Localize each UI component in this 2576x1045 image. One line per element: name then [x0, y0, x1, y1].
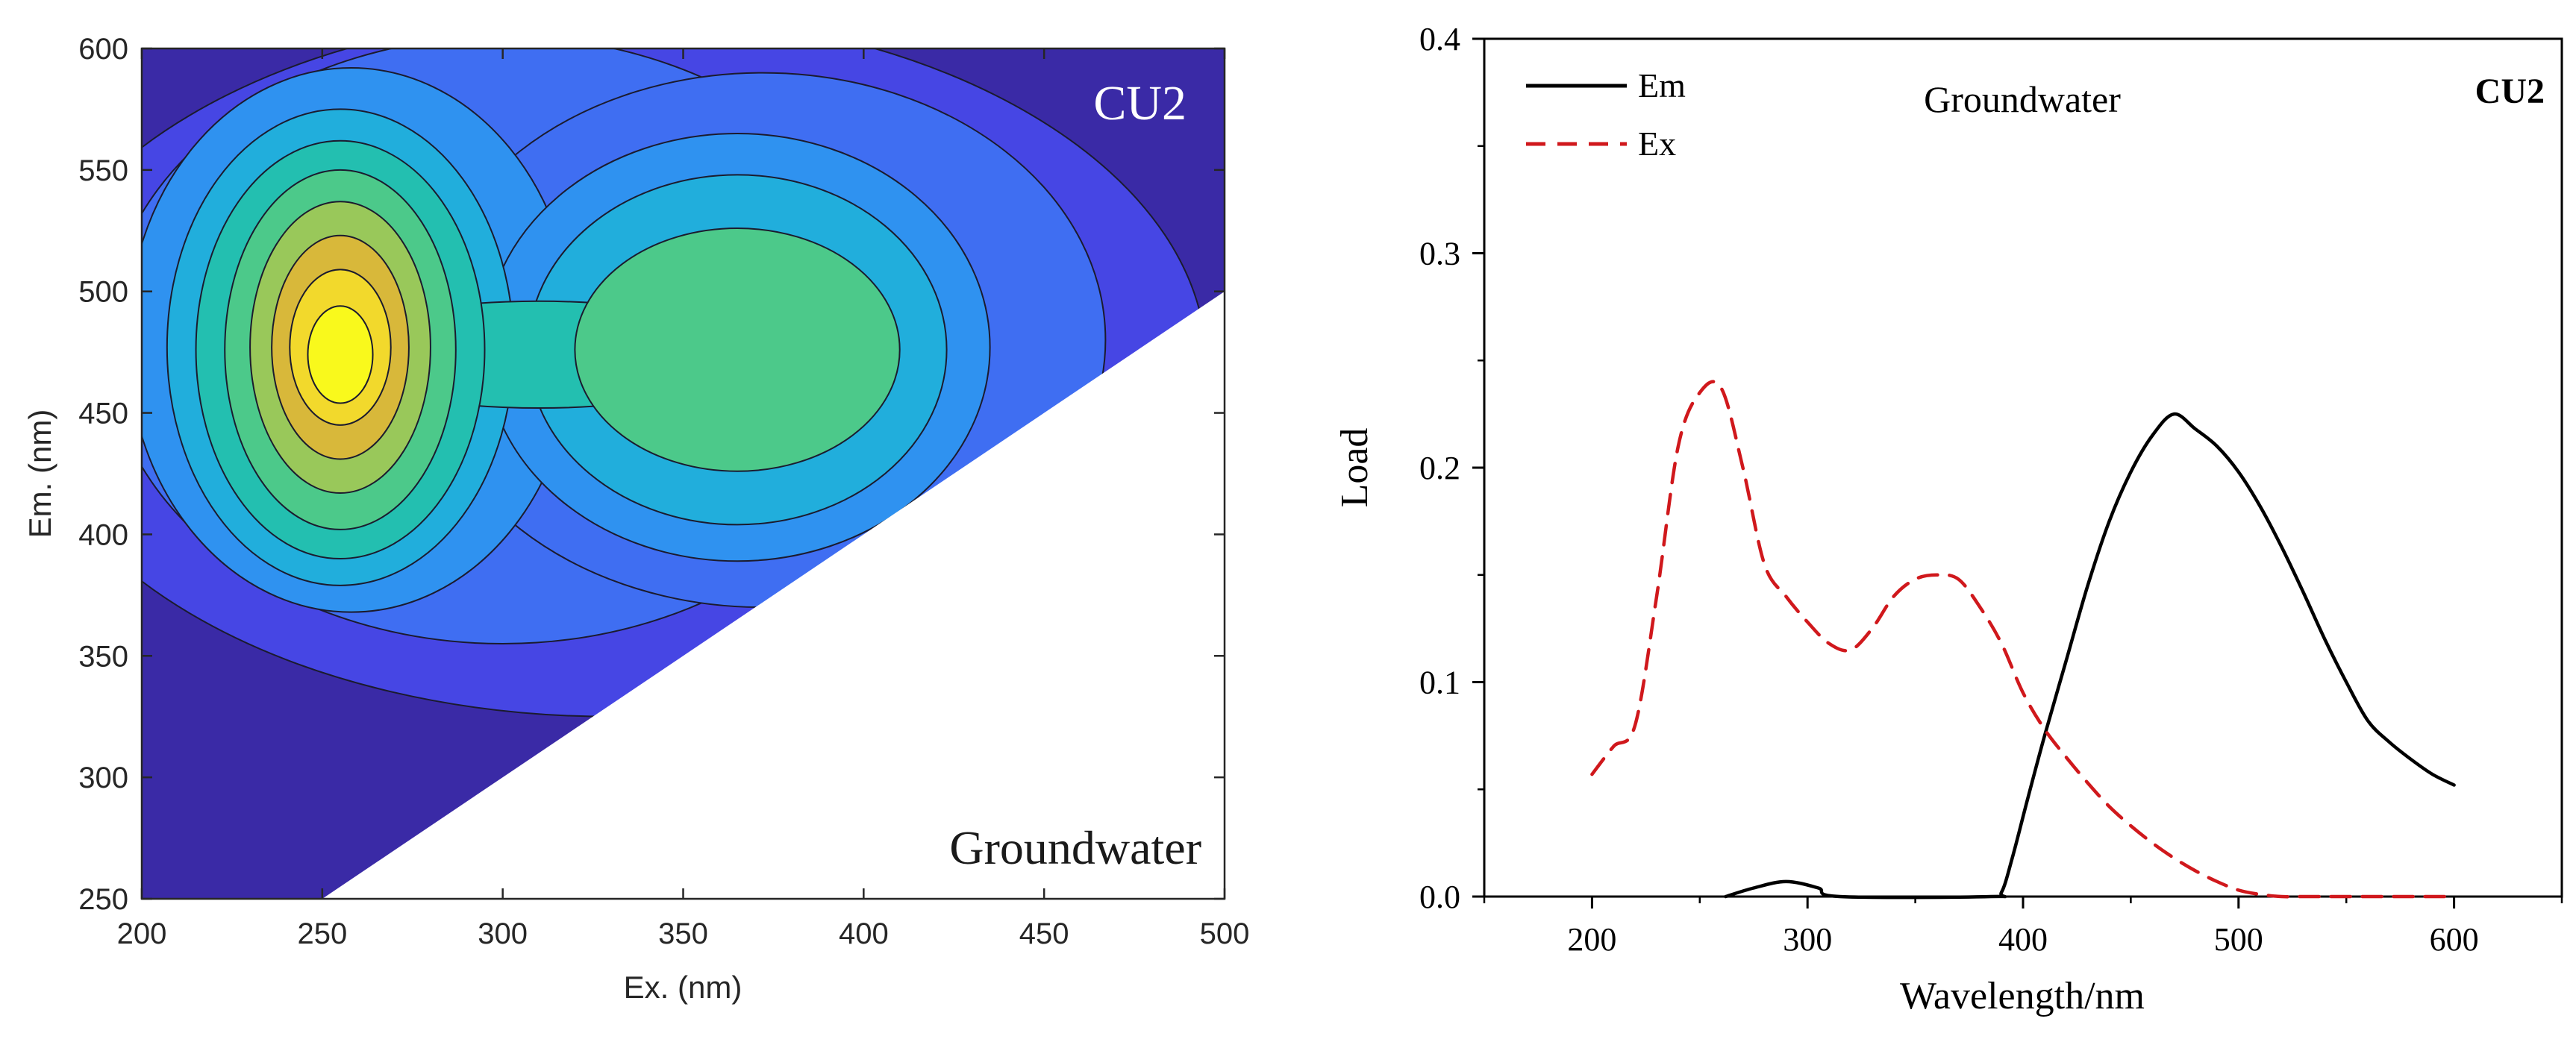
loadings-line-panel: 200 300 400 500 600 0.0 0.1 0.2 0.3 0.4 Em Ex Gr…	[1334, 21, 2563, 1017]
eem-x-tick-label: 400	[839, 917, 889, 950]
line-x-tick-label: 600	[2430, 921, 2479, 958]
line-axes-frame	[1483, 37, 2563, 898]
eem-y-axis-label: Em. (nm)	[22, 409, 57, 539]
line-x-tick-label: 400	[1998, 921, 2048, 958]
eem-contour-panel: 200 250 300 350 400 450 500 250300350400450500…	[22, 33, 1250, 1005]
eem-y-tick-label: 600	[78, 33, 128, 66]
eem-x-tick-label: 300	[478, 917, 528, 950]
eem-x-tick-label: 450	[1019, 917, 1069, 950]
line-y-tick-label: 0.3	[1419, 236, 1460, 272]
legend-ex-label: Ex	[1638, 125, 1676, 163]
eem-y-tick-label: 500	[78, 276, 128, 309]
line-panel-label: CU2	[2475, 72, 2545, 111]
line-y-tick-label: 0.2	[1419, 450, 1460, 486]
line-y-ticks: 0.0 0.1 0.2 0.3 0.4	[1419, 21, 1484, 915]
eem-y-tick-label: 550	[78, 154, 128, 187]
eem-x-tick-label: 250	[297, 917, 347, 950]
line-chart-title: Groundwater	[1924, 78, 2121, 120]
eem-x-ticks: 200 250 300 350 400 450 500	[117, 48, 1250, 950]
eem-x-axis-label: Ex. (nm)	[624, 970, 743, 1005]
line-x-axis-label: Wavelength/nm	[1900, 975, 2145, 1017]
line-x-ticks: 200 300 400 500 600	[1483, 897, 2563, 958]
line-series-group	[1590, 380, 2456, 900]
eem-x-tick-label: 200	[117, 917, 167, 950]
eem-y-tick-label: 250	[78, 883, 128, 916]
legend: Em Ex	[1526, 66, 1686, 163]
eem-contour-area	[142, 48, 1225, 899]
eem-y-tick-label: 450	[78, 398, 128, 430]
eem-panel-label: CU2	[1093, 76, 1187, 131]
contour-level-15	[307, 305, 374, 404]
contour-level-10	[574, 227, 901, 472]
legend-em-label: Em	[1638, 66, 1686, 104]
line-y-tick-label: 0.1	[1419, 665, 1460, 701]
eem-y-ticks: 250 300 350 400 450 500 550 600	[78, 33, 1225, 916]
eem-y-tick-label: 400	[78, 518, 128, 551]
line-x-tick-label: 300	[1783, 921, 1832, 958]
eem-x-tick-label: 500	[1200, 917, 1250, 950]
line-x-tick-label: 500	[2214, 921, 2263, 958]
line-x-tick-label: 200	[1567, 921, 1616, 958]
eem-annotation-groundwater: Groundwater	[949, 821, 1201, 874]
eem-masked-region	[322, 291, 1225, 899]
line-y-tick-label: 0.0	[1419, 879, 1460, 915]
series-ex-line	[1590, 380, 2456, 899]
eem-y-tick-label: 300	[78, 762, 128, 794]
line-y-tick-label: 0.4	[1419, 21, 1460, 57]
series-em-line	[1724, 412, 2456, 900]
line-y-axis-label: Load	[1334, 428, 1376, 508]
eem-x-tick-label: 350	[658, 917, 708, 950]
eem-y-tick-label: 350	[78, 640, 128, 673]
